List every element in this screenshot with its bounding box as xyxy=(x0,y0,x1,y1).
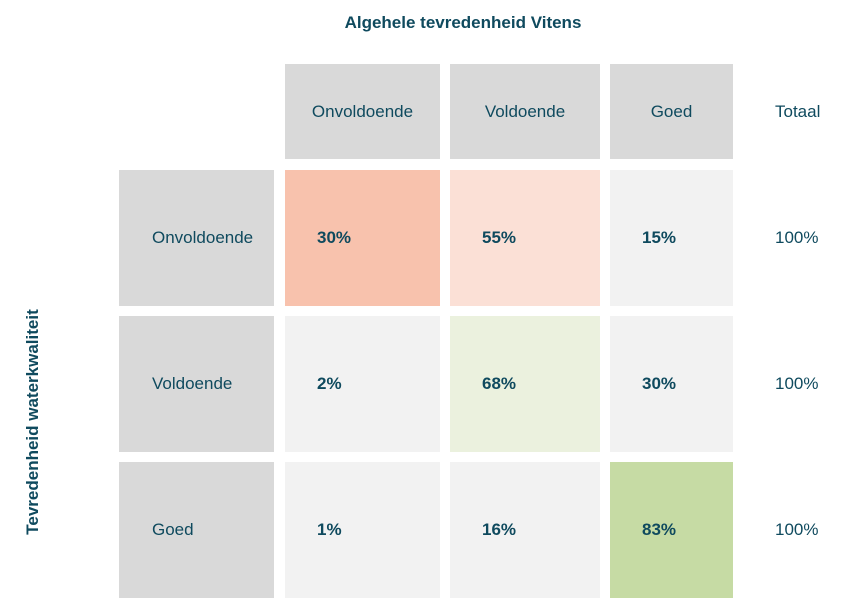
row-header: Goed xyxy=(119,462,274,598)
column-header: Onvoldoende xyxy=(285,64,440,159)
heatmap-cell: 30% xyxy=(610,316,733,452)
total-header: Totaal xyxy=(775,101,821,121)
y-axis-label: Tevredenheid waterkwaliteit xyxy=(23,309,42,535)
row-total: 100% xyxy=(775,520,819,539)
column-header: Goed xyxy=(610,64,733,159)
heatmap-cell: 30% xyxy=(285,170,440,306)
row-header: Voldoende xyxy=(119,316,274,452)
heatmap-cell: 2% xyxy=(285,316,440,452)
row-header: Onvoldoende xyxy=(119,170,274,306)
column-header: Voldoende xyxy=(450,64,600,159)
row-total: 100% xyxy=(775,228,819,247)
row-total: 100% xyxy=(775,374,819,393)
heatmap-cell: 83% xyxy=(610,462,733,598)
heatmap-cell: 16% xyxy=(450,462,600,598)
heatmap-cell: 68% xyxy=(450,316,600,452)
chart-title: Algehele tevredenheid Vitens xyxy=(344,13,582,32)
heatmap-cell: 15% xyxy=(610,170,733,306)
heatmap-cell: 1% xyxy=(285,462,440,598)
heatmap-cell: 55% xyxy=(450,170,600,306)
